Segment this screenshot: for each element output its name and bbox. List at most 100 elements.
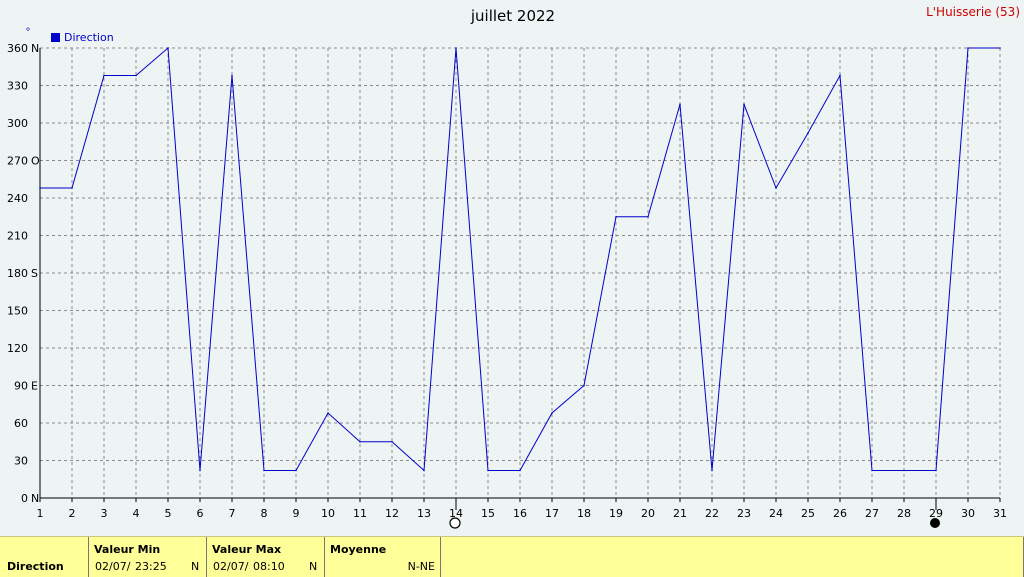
summary-avg-cell: Moyenne N-NE [324,537,441,577]
y-tick-label: 330 [7,80,28,93]
x-tick-label: 26 [833,507,847,520]
data-point [199,469,201,472]
data-point [615,215,617,218]
data-point [487,469,489,472]
y-tick-label: 0 [21,492,28,505]
x-tick-label: 3 [101,507,108,520]
data-point [871,469,873,472]
data-point [135,74,137,77]
x-tick-label: 22 [705,507,719,520]
y-tick-label: 150 [7,305,28,318]
legend-label: Direction [64,31,114,44]
data-point [711,469,713,472]
x-tick-label: 4 [133,507,140,520]
data-point [551,412,553,414]
data-point [903,469,905,472]
y-tick-label: 120 [7,342,28,355]
x-tick-label: 31 [993,507,1007,520]
summary-max-value: N [309,560,318,573]
x-tick-label: 23 [737,507,751,520]
x-tick-label: 24 [769,507,783,520]
x-tick-label: 25 [801,507,815,520]
y-tick-label: 60 [14,417,28,430]
x-tick-label: 16 [513,507,527,520]
station-label: L'Huisserie (53) [926,5,1020,19]
x-tick-label: 6 [197,507,204,520]
x-tick-labels: 1 2 3 4 5 6 7 8 9 10 11 12 13 14 15 16 17 18 19 20 21 22 23 24 2… [37,507,1008,520]
x-tick-label: 10 [321,507,335,520]
y-tick-label: 210 [7,230,28,243]
summary-min-date: 02/07/ [95,560,131,573]
x-tick-label: 20 [641,507,655,520]
summary-bar: Direction Valeur Min 02/07/ 23:25 N Vale… [0,536,1024,577]
x-tick-label: 15 [481,507,495,520]
x-tick-label: 5 [165,507,172,520]
data-point [743,103,745,106]
y-tick-direction-label: O [31,155,40,168]
x-tick-label: 9 [293,507,300,520]
summary-row-label-cell: Direction [0,537,88,577]
data-point [359,440,361,443]
data-point [423,469,425,472]
direction-chart: juillet 2022 L'Huisserie (53) ° Directio… [7,5,1020,529]
series-layer [39,46,1001,472]
x-tick-label: 12 [385,507,399,520]
data-point [295,469,297,472]
data-point [167,47,169,49]
data-point [519,469,521,472]
y-tick-label: 300 [7,117,28,130]
data-point [231,74,233,77]
x-tick-label: 8 [261,507,268,520]
axes [39,48,1001,502]
x-tick-label: 27 [865,507,879,520]
summary-max-header: Valeur Max [212,543,282,556]
x-tick-label: 7 [229,507,236,520]
data-point [775,187,777,189]
moon-phase-markers [449,498,940,529]
new-moon-icon [930,518,940,528]
y-unit-label: ° [26,27,31,38]
legend-swatch [51,33,60,42]
grid-lines [40,47,1001,498]
summary-max-time: 08:10 [253,560,285,573]
data-point [455,47,457,49]
summary-max-date: 02/07/ [213,560,249,573]
x-tick-label: 30 [961,507,975,520]
x-tick-label: 18 [577,507,591,520]
data-point [999,47,1001,49]
y-tick-direction-label: N [31,42,39,55]
y-tick-direction-label: E [31,380,38,393]
data-point [839,74,841,77]
y-tick-label: 240 [7,192,28,205]
data-point [391,440,393,443]
summary-min-header: Valeur Min [94,543,161,556]
x-tick-label: 17 [545,507,559,520]
x-tick-label: 19 [609,507,623,520]
x-tick-label: 28 [897,507,911,520]
data-point [935,469,937,472]
summary-min-value: N [191,560,200,573]
summary-empty-cell [440,537,1024,577]
data-point [807,132,809,134]
y-tick-label: 30 [14,455,28,468]
x-tick-label: 1 [37,507,44,520]
x-tick-label: 21 [673,507,687,520]
y-tick-direction-label: S [31,267,38,280]
chart-title: juillet 2022 [470,7,555,25]
data-point [327,412,329,414]
data-point [103,74,105,77]
y-tick-label: 90 [14,380,28,393]
data-point [647,215,649,218]
y-tick-label: 180 [7,267,28,280]
y-tick-direction-label: N [31,492,39,505]
summary-avg-value: N-NE [407,560,435,573]
x-tick-label: 2 [69,507,76,520]
data-point [583,384,585,387]
summary-max-cell: Valeur Max 02/07/ 08:10 N [206,537,325,577]
summary-row-label: Direction [7,560,64,573]
y-tick-label: 270 [7,155,28,168]
y-tick-label: 360 [7,42,28,55]
summary-avg-header: Moyenne [330,543,387,556]
data-point [263,469,265,472]
